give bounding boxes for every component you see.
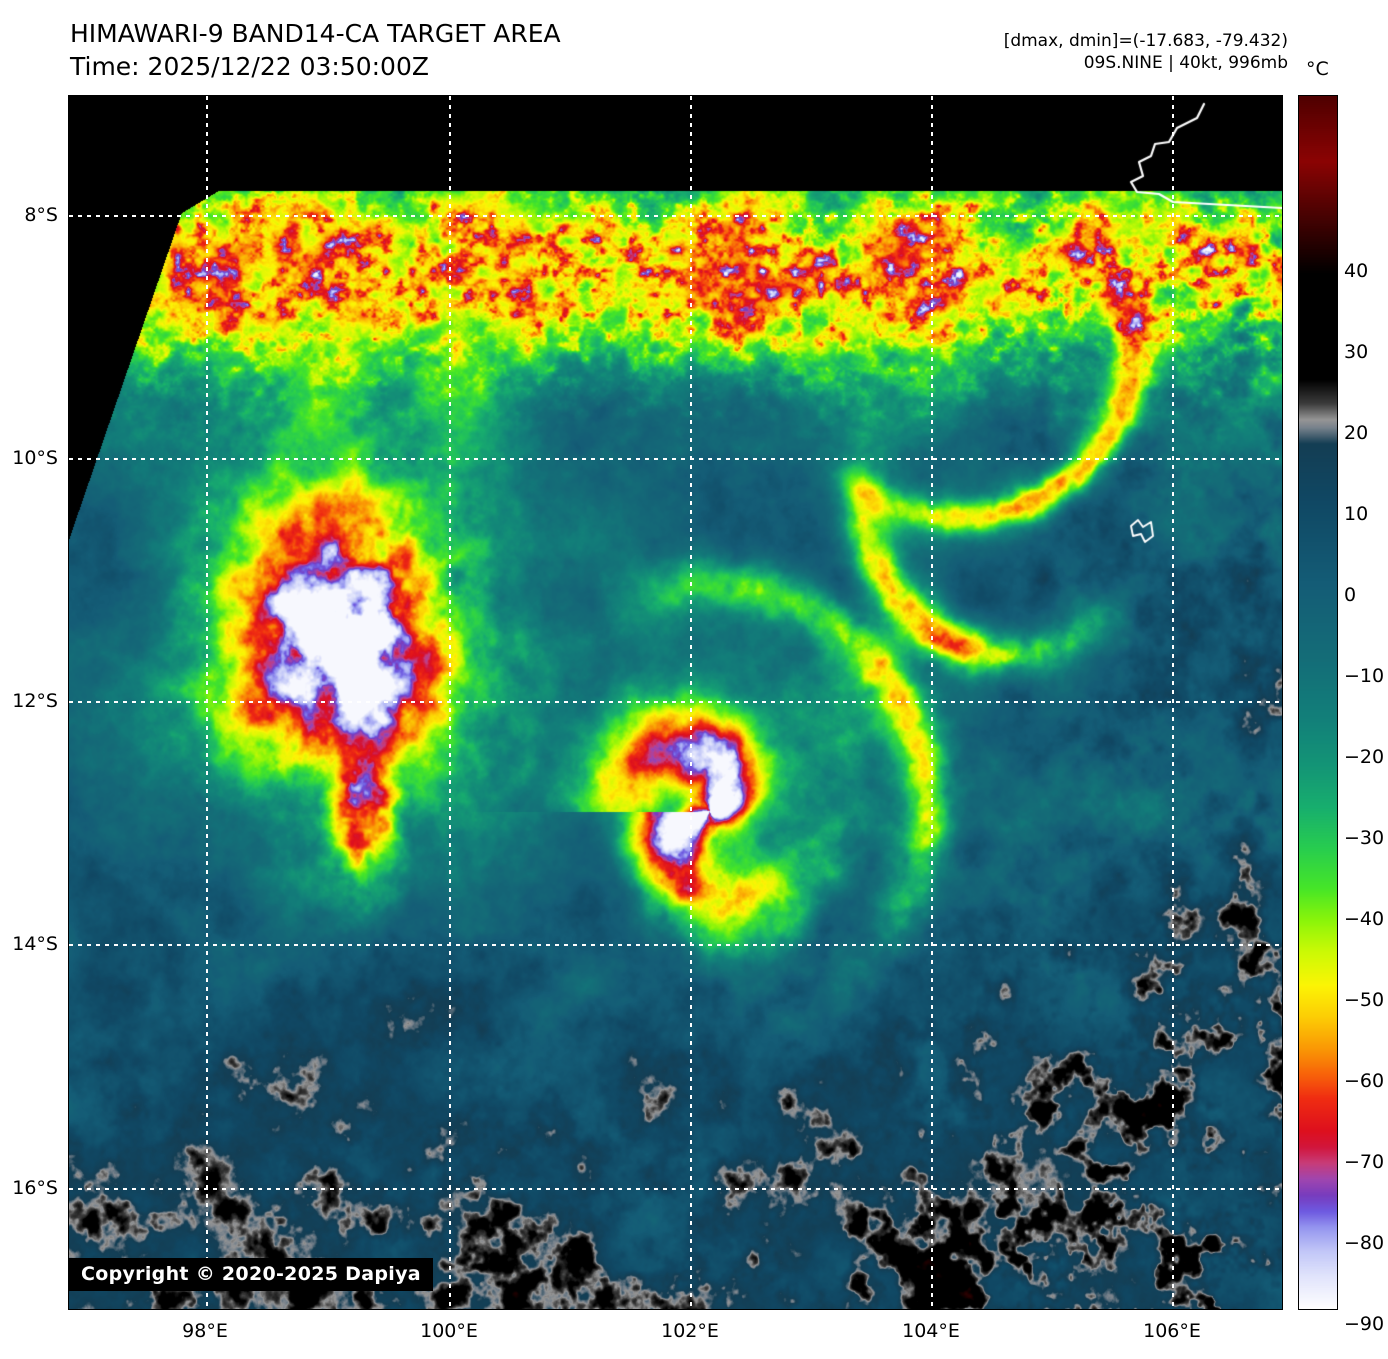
ytick-10S: 10°S [12, 447, 58, 469]
time-text: Time: 2025/12/22 03:50:00Z [70, 51, 429, 81]
ytick-16S: 16°S [12, 1177, 58, 1199]
cbtick-m10: −10 [1344, 665, 1385, 687]
dmax-dmin-text: [dmax, dmin]=(-17.683, -79.432) [1003, 31, 1288, 51]
page-title: HIMAWARI-9 BAND14-CA TARGET AREA Time: 2… [70, 18, 561, 83]
title-text: HIMAWARI-9 BAND14-CA TARGET AREA [70, 19, 561, 48]
cbtick-m80: −80 [1344, 1232, 1385, 1254]
cbtick-10: 10 [1344, 503, 1369, 525]
cbtick-m60: −60 [1344, 1070, 1385, 1092]
colorbar[interactable]: 40 30 20 10 0 −10 −20 −30 −40 −50 −60 −7… [1298, 95, 1384, 1335]
copyright-banner: Copyright © 2020-2025 Dapiya [69, 1258, 433, 1291]
xtick-100E: 100°E [420, 1320, 478, 1342]
xtick-98E: 98°E [182, 1320, 228, 1342]
infrared-satellite-raster [69, 96, 1282, 1309]
ytick-14S: 14°S [12, 933, 58, 955]
colorbar-gradient [1298, 95, 1338, 1310]
satellite-plot[interactable]: Copyright © 2020-2025 Dapiya [68, 95, 1283, 1310]
xtick-104E: 104°E [902, 1320, 960, 1342]
ytick-8S: 8°S [24, 204, 58, 226]
cbtick-m50: −50 [1344, 989, 1385, 1011]
cbtick-m90: −90 [1344, 1313, 1385, 1335]
xtick-102E: 102°E [661, 1320, 719, 1342]
cbtick-20: 20 [1344, 422, 1369, 444]
colorbar-unit-label: °C [1306, 58, 1329, 80]
metadata-block: [dmax, dmin]=(-17.683, -79.432) 09S.NINE… [1004, 30, 1288, 74]
cbtick-0: 0 [1344, 584, 1357, 606]
cbtick-m30: −30 [1344, 827, 1385, 849]
cbtick-m20: −20 [1344, 746, 1385, 768]
storm-info-text: 09S.NINE | 40kt, 996mb [1083, 53, 1288, 74]
ytick-12S: 12°S [12, 690, 58, 712]
cbtick-m70: −70 [1344, 1151, 1385, 1173]
cbtick-40: 40 [1344, 260, 1369, 282]
cbtick-m40: −40 [1344, 908, 1385, 930]
xtick-106E: 106°E [1143, 1320, 1201, 1342]
cbtick-30: 30 [1344, 341, 1369, 363]
